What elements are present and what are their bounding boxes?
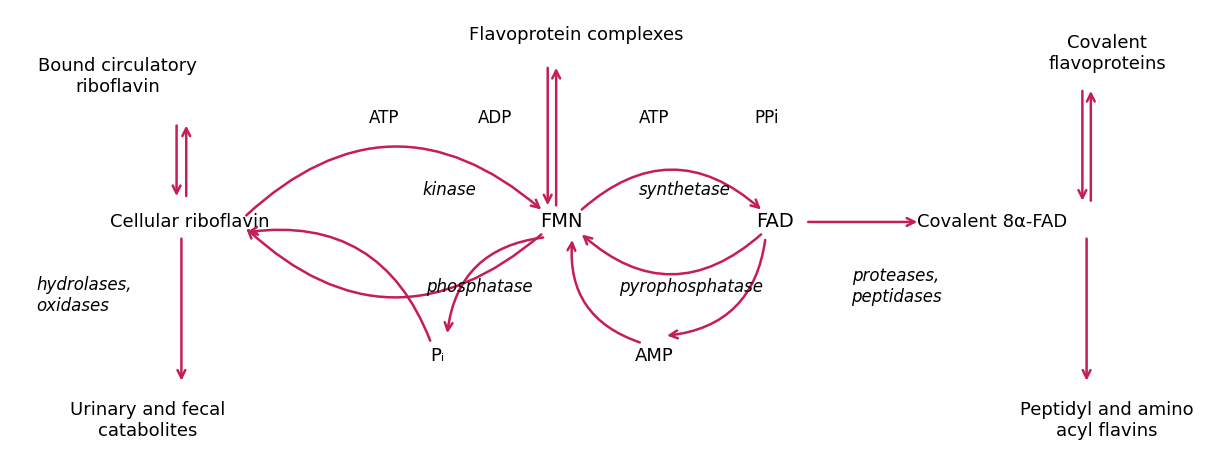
Text: Peptidyl and amino
acyl flavins: Peptidyl and amino acyl flavins <box>1020 401 1193 440</box>
Text: ADP: ADP <box>478 109 512 127</box>
Text: AMP: AMP <box>635 347 674 365</box>
Text: Flavoprotein complexes: Flavoprotein complexes <box>469 26 684 44</box>
Text: PPi: PPi <box>755 109 779 127</box>
Text: synthetase: synthetase <box>639 181 730 198</box>
Text: hydrolases,
oxidases: hydrolases, oxidases <box>37 276 132 315</box>
Text: phosphatase: phosphatase <box>427 277 533 296</box>
Text: proteases,
peptidases: proteases, peptidases <box>851 267 941 306</box>
Text: pyrophosphatase: pyrophosphatase <box>619 277 763 296</box>
Text: FMN: FMN <box>540 212 583 232</box>
Text: ATP: ATP <box>369 109 400 127</box>
Text: Bound circulatory
riboflavin: Bound circulatory riboflavin <box>38 57 197 96</box>
Text: Urinary and fecal
catabolites: Urinary and fecal catabolites <box>69 401 226 440</box>
Text: Covalent
flavoproteins: Covalent flavoproteins <box>1048 34 1167 73</box>
Text: FAD: FAD <box>756 212 794 232</box>
Text: Covalent 8α-FAD: Covalent 8α-FAD <box>918 213 1068 231</box>
Text: Cellular riboflavin: Cellular riboflavin <box>110 213 269 231</box>
Text: kinase: kinase <box>423 181 477 198</box>
Text: Pᵢ: Pᵢ <box>430 347 445 365</box>
Text: ATP: ATP <box>639 109 669 127</box>
